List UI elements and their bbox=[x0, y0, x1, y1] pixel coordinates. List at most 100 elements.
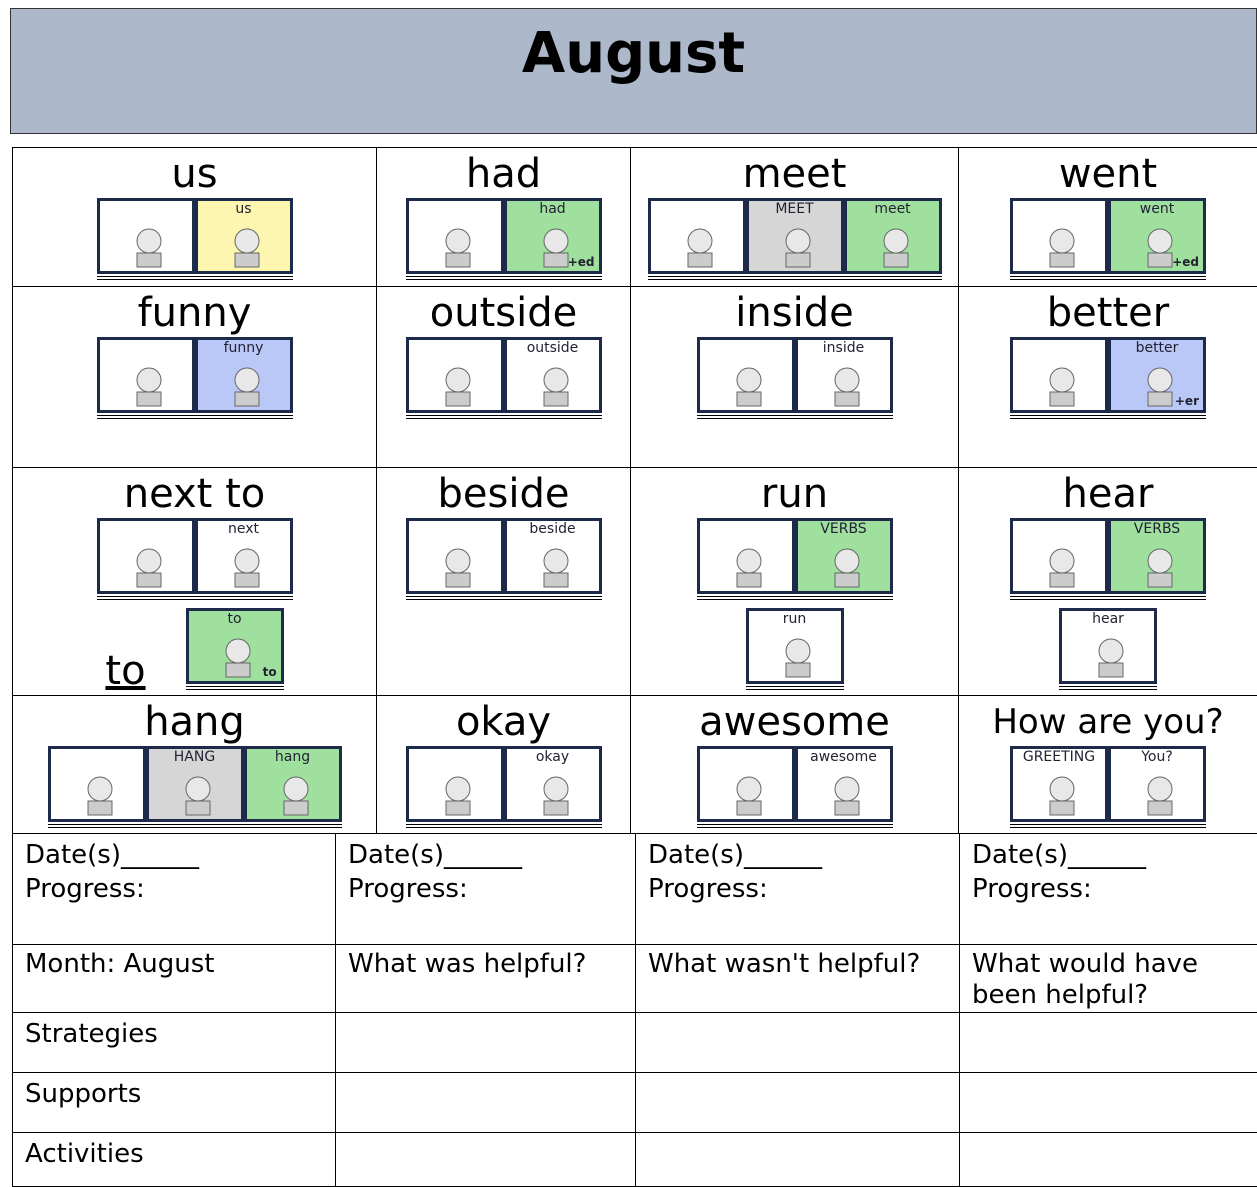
word-cell: went went +ed bbox=[958, 147, 1257, 287]
tile-label: VERBS bbox=[1133, 521, 1181, 537]
tile-label: next bbox=[227, 521, 259, 537]
table-cell: Date(s)______ Progress: bbox=[335, 833, 636, 945]
progress-field: Progress: bbox=[972, 874, 1092, 904]
tile-label: funny bbox=[223, 340, 264, 356]
table-cell bbox=[335, 1132, 636, 1187]
tile-label: beside bbox=[529, 521, 576, 537]
tile-row: MEET meet bbox=[631, 198, 958, 280]
row-label: Strategies bbox=[25, 1019, 158, 1049]
symbol-picture bbox=[543, 776, 568, 816]
symbol-picture bbox=[543, 367, 568, 407]
symbol-tile bbox=[405, 198, 504, 274]
symbol-tile: better +er bbox=[1108, 337, 1206, 413]
symbol-tile: HANG bbox=[145, 746, 244, 822]
tile-set: funny bbox=[96, 337, 293, 419]
symbol-tile: went +ed bbox=[1108, 198, 1206, 274]
tile-label: VERBS bbox=[820, 521, 867, 537]
symbol-tile: okay bbox=[503, 746, 602, 822]
tile-row: funny bbox=[13, 337, 376, 419]
symbol-picture bbox=[234, 548, 259, 588]
symbol-picture bbox=[834, 548, 859, 588]
symbol-picture bbox=[834, 776, 859, 816]
word-cell: beside beside bbox=[376, 467, 631, 696]
question: Month: August bbox=[25, 949, 215, 979]
symbol-picture bbox=[445, 548, 470, 588]
symbol-tile bbox=[1010, 198, 1108, 274]
tile-row: HANG hang bbox=[13, 746, 376, 828]
tile-row: better +er bbox=[959, 337, 1257, 419]
tile-label: meet bbox=[874, 201, 911, 217]
tile-set: us bbox=[96, 198, 293, 280]
date-field: Date(s)______ bbox=[972, 840, 1146, 870]
progress-field: Progress: bbox=[648, 874, 768, 904]
word: beside bbox=[437, 471, 570, 517]
symbol-tile: funny bbox=[194, 337, 293, 413]
symbol-tile: hang bbox=[243, 746, 342, 822]
question: What would have been helpful? bbox=[972, 949, 1199, 1010]
symbol-picture bbox=[1049, 776, 1075, 816]
symbol-picture bbox=[736, 548, 761, 588]
symbol-picture bbox=[445, 367, 470, 407]
symbol-tile: GREETING bbox=[1010, 746, 1108, 822]
symbol-tile bbox=[647, 198, 746, 274]
word-cell: awesome awesome bbox=[630, 695, 959, 834]
tile-row: had +ed bbox=[377, 198, 630, 280]
word: hang bbox=[144, 699, 245, 745]
symbol-picture bbox=[87, 776, 112, 816]
symbol-tile: VERBS bbox=[1108, 518, 1206, 594]
symbol-tile bbox=[696, 746, 795, 822]
tile-label: okay bbox=[535, 749, 570, 765]
word-cell: inside inside bbox=[630, 286, 959, 468]
tile-row: VERBS bbox=[959, 518, 1257, 600]
symbol-picture bbox=[234, 367, 259, 407]
symbol-tile bbox=[405, 746, 504, 822]
symbol-tile: next bbox=[194, 518, 293, 594]
symbol-picture bbox=[283, 776, 308, 816]
symbol-picture bbox=[136, 548, 161, 588]
table-cell: Date(s)______ Progress: bbox=[959, 833, 1257, 945]
tile-label: had bbox=[539, 201, 566, 217]
table-cell: What wasn't helpful? bbox=[635, 944, 960, 1013]
word: had bbox=[465, 151, 542, 197]
tile-label: better bbox=[1135, 340, 1179, 356]
word-cell: How are you? GREETING You? bbox=[958, 695, 1257, 834]
tile-row: beside bbox=[377, 518, 630, 600]
table-cell bbox=[635, 1012, 960, 1073]
symbol-tile bbox=[696, 518, 795, 594]
tile-set: awesome bbox=[696, 746, 893, 828]
table-cell: Activities bbox=[12, 1132, 336, 1187]
symbol-tile: us bbox=[194, 198, 293, 274]
symbol-picture bbox=[1049, 367, 1075, 407]
symbol-tile bbox=[47, 746, 146, 822]
table-cell bbox=[635, 1132, 960, 1187]
table-cell: Date(s)______ Progress: bbox=[12, 833, 336, 945]
table-cell bbox=[959, 1132, 1257, 1187]
title-banner: August bbox=[10, 8, 1257, 134]
symbol-tile bbox=[1010, 518, 1108, 594]
word-cell: next to next to to to bbox=[12, 467, 377, 696]
tile-set: VERBS bbox=[696, 518, 893, 600]
word: next to bbox=[123, 471, 266, 517]
symbol-tile bbox=[96, 337, 195, 413]
symbol-picture bbox=[736, 367, 761, 407]
symbol-picture bbox=[136, 228, 161, 268]
word-cell: funny funny bbox=[12, 286, 377, 468]
question: What was helpful? bbox=[348, 949, 587, 979]
tile-set: had +ed bbox=[405, 198, 602, 280]
symbol-picture bbox=[1147, 367, 1173, 407]
tile-set: HANG hang bbox=[47, 746, 342, 828]
word: run bbox=[760, 471, 829, 517]
tile-row: us bbox=[13, 198, 376, 280]
tile-set: GREETING You? bbox=[1010, 746, 1206, 828]
symbol-picture bbox=[543, 548, 568, 588]
symbol-tile bbox=[405, 337, 504, 413]
symbol-tile bbox=[696, 337, 795, 413]
tile-row: VERBS bbox=[631, 518, 958, 600]
word: better bbox=[1046, 290, 1170, 336]
tile-label: awesome bbox=[810, 749, 877, 765]
table-cell bbox=[335, 1012, 636, 1073]
table-cell bbox=[959, 1072, 1257, 1133]
tile-set: beside bbox=[405, 518, 602, 600]
word-cell: okay okay bbox=[376, 695, 631, 834]
